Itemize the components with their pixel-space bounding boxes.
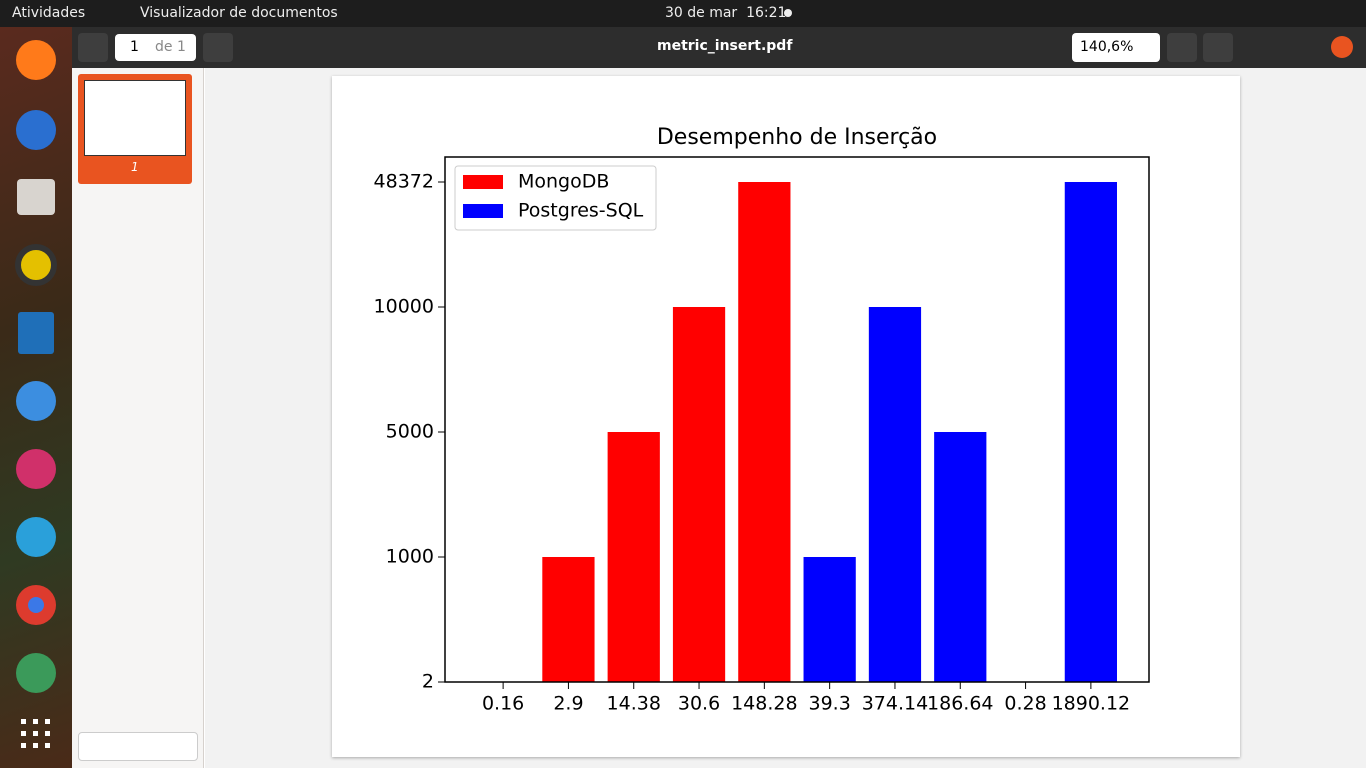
file-name: metric_insert.pdf bbox=[657, 38, 793, 54]
page-count: de 1 bbox=[155, 39, 186, 55]
chart-title: Desempenho de Inserção bbox=[657, 125, 937, 150]
thumbnail-selected[interactable]: 1 bbox=[78, 74, 192, 184]
y-tick-label: 1000 bbox=[386, 546, 434, 568]
legend-swatch bbox=[463, 204, 503, 218]
dock-icons bbox=[15, 40, 57, 748]
x-tick-label: 2.9 bbox=[553, 693, 583, 715]
y-tick-label: 48372 bbox=[374, 171, 434, 193]
x-tick-label: 1890.12 bbox=[1052, 693, 1131, 715]
x-tick-label: 39.3 bbox=[808, 693, 850, 715]
dock bbox=[0, 27, 72, 768]
dot bbox=[784, 9, 792, 17]
y-tick-label: 5000 bbox=[386, 421, 434, 443]
bar bbox=[934, 432, 987, 682]
sidebar-toggle[interactable] bbox=[78, 33, 108, 62]
bar bbox=[607, 432, 660, 682]
activities[interactable]: Atividades bbox=[12, 5, 86, 21]
writer[interactable] bbox=[18, 312, 54, 354]
page-number: 1 bbox=[130, 39, 139, 55]
shotwell[interactable] bbox=[16, 449, 56, 489]
page-entry[interactable]: 1 de 1 bbox=[115, 34, 196, 61]
show-apps[interactable] bbox=[21, 719, 50, 748]
x-tick-label: 0.28 bbox=[1004, 693, 1046, 715]
x-tick-label: 30.6 bbox=[678, 693, 720, 715]
bar bbox=[738, 182, 791, 682]
bar bbox=[542, 557, 595, 682]
app-menu[interactable]: Visualizador de documentos bbox=[140, 5, 338, 21]
x-tick-label: 148.28 bbox=[731, 693, 797, 715]
thunderbird[interactable] bbox=[16, 110, 56, 150]
firefox[interactable] bbox=[16, 40, 56, 80]
bar bbox=[868, 307, 922, 682]
thumbnail-label: 1 bbox=[131, 160, 139, 174]
files[interactable] bbox=[17, 179, 55, 215]
zoom: 140,6% bbox=[1080, 39, 1134, 55]
rhythmbox[interactable] bbox=[15, 244, 57, 286]
legend-label: Postgres-SQL bbox=[518, 200, 644, 222]
sidebar: 1 bbox=[72, 68, 204, 768]
y-tick-label: 2 bbox=[422, 671, 434, 693]
page: Desempenho de Inserção 2 1000 5000 10000 483… bbox=[332, 76, 1240, 757]
telegram[interactable] bbox=[16, 517, 56, 557]
clock[interactable]: 30 de mar 16:21 bbox=[665, 5, 787, 21]
top-bar: Atividades Visualizador de documentos 30… bbox=[0, 0, 1366, 27]
header-bar: 1 de 1 metric_insert.pdf 140,6% bbox=[72, 27, 1366, 68]
x-tick-label: 374.14 bbox=[862, 693, 928, 715]
legend-label: MongoDB bbox=[518, 171, 609, 193]
close-button[interactable] bbox=[1331, 36, 1353, 58]
x-tick-label: 186.64 bbox=[927, 693, 993, 715]
legend-box bbox=[454, 165, 657, 231]
menu-button[interactable] bbox=[1203, 33, 1233, 62]
search-button[interactable] bbox=[1167, 33, 1197, 62]
chrome-center bbox=[28, 597, 44, 613]
annotate-button[interactable] bbox=[203, 33, 233, 62]
zoom-box[interactable]: 140,6% bbox=[1072, 33, 1160, 62]
bar bbox=[672, 307, 726, 682]
bar bbox=[1064, 182, 1117, 682]
x-tick-label: 14.38 bbox=[607, 693, 661, 715]
android-studio[interactable] bbox=[16, 653, 56, 693]
axes-frame bbox=[444, 156, 1150, 683]
legend-swatch bbox=[463, 175, 503, 189]
chart: Desempenho de Inserção 2 1000 5000 10000 483… bbox=[374, 125, 1150, 715]
thumbnail bbox=[84, 80, 186, 156]
y-tick-label: 10000 bbox=[374, 296, 434, 318]
bar bbox=[803, 557, 856, 682]
x-tick-label: 0.16 bbox=[482, 693, 524, 715]
help[interactable] bbox=[16, 381, 56, 421]
sidebar-tabs[interactable] bbox=[78, 732, 198, 761]
